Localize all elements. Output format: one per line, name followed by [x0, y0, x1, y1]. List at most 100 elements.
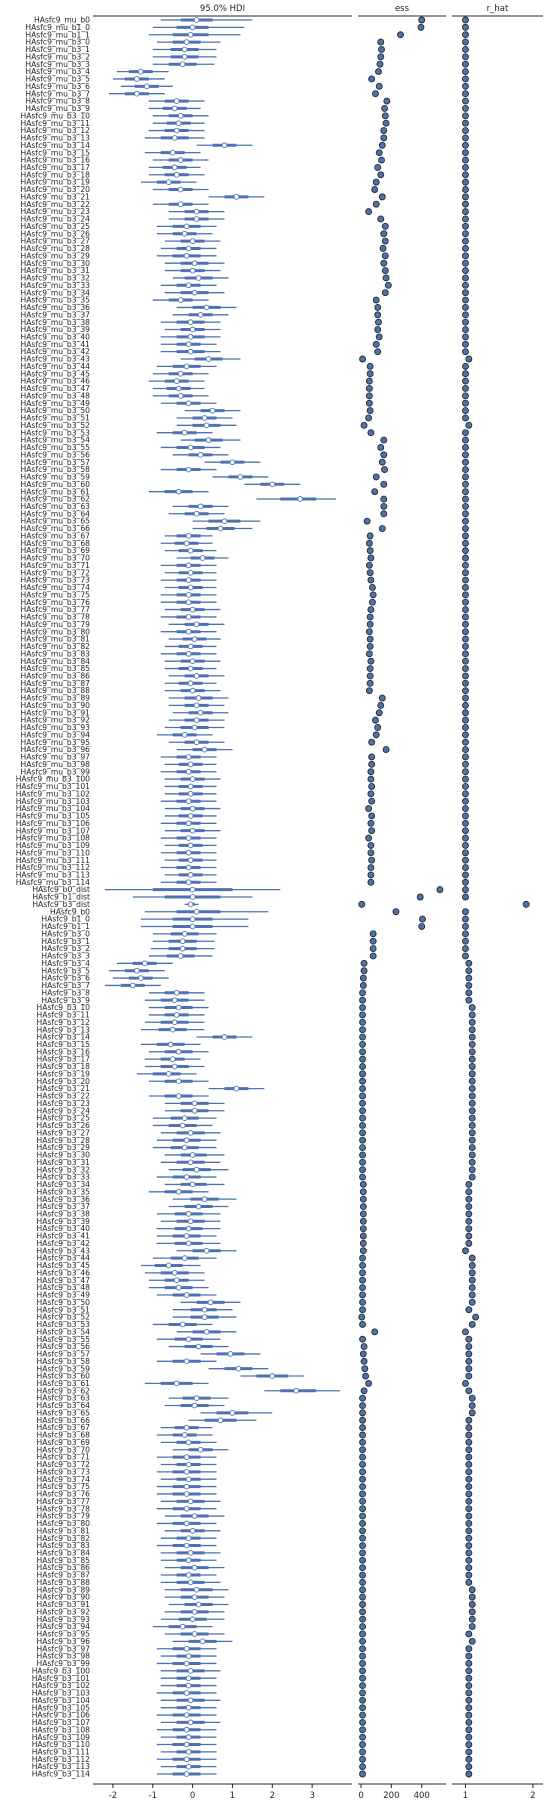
row-label: HAsfc9_mu_b3_51: [21, 414, 91, 423]
x-tick-label: 0: [358, 1791, 363, 1801]
ess-point: [367, 849, 375, 857]
x-tick-label: 2: [270, 1791, 275, 1801]
median-point: [183, 223, 190, 230]
ess-point: [372, 473, 380, 481]
r-hat-point: [465, 1556, 473, 1564]
row-label: HAsfc9_b3_57: [37, 1350, 91, 1359]
ess-point: [359, 1254, 367, 1262]
r-hat-point: [462, 230, 469, 238]
median-point: [181, 1255, 188, 1261]
r-hat-point: [465, 989, 473, 997]
row-label: HAsfc9_b3_80: [37, 1519, 91, 1528]
r-hat-point: [468, 1018, 476, 1026]
median-point: [191, 1564, 198, 1571]
row-label: HAsfc9_mu_b3_101: [16, 782, 90, 791]
median-point: [191, 1107, 198, 1114]
row-label: HAsfc9_mu_b3_108: [16, 834, 90, 843]
r-hat-point: [468, 1129, 476, 1137]
median-point: [189, 1527, 196, 1534]
r-hat-point: [465, 967, 473, 975]
median-point: [189, 805, 196, 812]
median-point: [177, 201, 184, 208]
r-hat-point: [465, 1225, 473, 1233]
ess-point: [378, 141, 386, 149]
ess-point: [363, 517, 371, 525]
ess-point: [417, 23, 425, 31]
r-hat-point: [462, 841, 469, 849]
ess-point: [372, 296, 380, 304]
r-hat-point: [465, 1770, 473, 1778]
r-hat-point: [465, 1180, 473, 1188]
median-point: [185, 820, 192, 827]
ess-point: [418, 16, 426, 24]
row-label: HAsfc9_b3_63: [37, 1394, 91, 1403]
ess-point: [359, 1667, 367, 1675]
ess-point: [375, 333, 383, 341]
median-point: [227, 1351, 234, 1357]
ess-point: [367, 878, 375, 886]
row-label: HAsfc9_mu_b3_103: [16, 797, 90, 806]
median-point: [233, 1085, 240, 1092]
median-point: [179, 945, 186, 952]
row-label: HAsfc9_b3_51: [37, 1305, 91, 1314]
row-label: HAsfc9_b3_7: [41, 981, 90, 990]
row-label: HAsfc9_b3_2: [41, 944, 90, 953]
ess-point: [360, 1343, 368, 1351]
r-hat-point: [462, 886, 469, 894]
ess-point: [365, 399, 373, 407]
row-label: HAsfc9_b3_31: [37, 1158, 91, 1167]
median-point: [171, 1063, 178, 1070]
ess-point: [365, 834, 373, 842]
row-label: HAsfc9_mu_b3_30: [21, 259, 91, 268]
median-point: [183, 1137, 190, 1144]
median-point: [165, 1071, 172, 1077]
ess-point: [359, 1564, 367, 1572]
median-point: [185, 341, 192, 348]
r-hat-point: [462, 613, 469, 621]
ess-point: [359, 1129, 367, 1137]
ess-point: [359, 1704, 367, 1712]
median-point: [177, 112, 184, 119]
x-tick-label: 2: [530, 1791, 535, 1801]
r-hat-point: [462, 186, 469, 193]
r-hat-point: [462, 620, 469, 628]
ess-point: [378, 694, 386, 702]
r-hat-point: [465, 1350, 473, 1358]
median-point: [179, 1122, 186, 1129]
ess-point: [368, 760, 376, 768]
median-point: [133, 90, 140, 97]
ess-point: [381, 222, 389, 230]
median-point: [191, 289, 198, 296]
median-point: [191, 724, 198, 731]
row-label: HAsfc9_b3_35: [37, 1187, 91, 1196]
ess-point: [374, 326, 382, 333]
median-point: [187, 761, 194, 768]
row-label: HAsfc9_mu_b3_97: [21, 753, 91, 762]
row-label: HAsfc9_b3_55: [37, 1335, 91, 1344]
median-point: [191, 260, 198, 267]
r-hat-point: [462, 399, 469, 407]
median-point: [165, 1262, 172, 1269]
median-point: [205, 356, 212, 362]
row-label: HAsfc9_mu_b3_31: [21, 266, 91, 275]
x-tick-label: 1: [463, 1791, 468, 1801]
median-point: [195, 1203, 202, 1210]
ess-point: [366, 370, 374, 378]
row-label: HAsfc9_b3_56: [37, 1342, 91, 1351]
ess-point: [366, 547, 374, 555]
ess-point: [359, 1298, 367, 1306]
r-hat-point: [462, 348, 469, 356]
median-point: [197, 503, 204, 510]
r-hat-point: [462, 864, 469, 871]
median-point: [187, 1129, 194, 1136]
r-hat-point: [468, 1409, 476, 1417]
median-point: [201, 746, 208, 753]
median-point: [187, 348, 194, 355]
median-point: [183, 1645, 190, 1652]
median-point: [185, 400, 192, 407]
row-label: HAsfc9_mu_b3_91: [21, 708, 91, 717]
ess-point: [359, 1770, 367, 1778]
ess-point: [380, 127, 388, 134]
median-point: [189, 24, 196, 31]
ess-point: [359, 1320, 367, 1328]
